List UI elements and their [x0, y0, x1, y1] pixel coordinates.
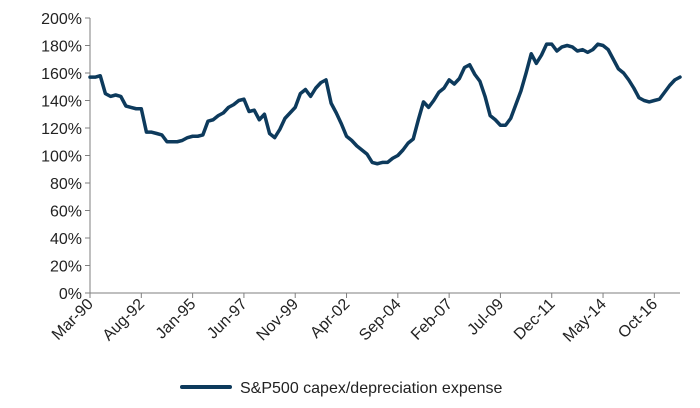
legend: S&P500 capex/depreciation expense — [180, 380, 503, 397]
x-tick-label: Jan-95 — [153, 296, 200, 343]
x-tick-label: Apr-02 — [307, 296, 353, 342]
y-axis: 0% 20% 40% 60% 80% 100% 120% 140% 160% 180% 200% — [41, 11, 91, 303]
x-tick-label: Sep-04 — [356, 296, 405, 345]
y-tick-label: 40% — [50, 231, 82, 248]
y-tick-label: 120% — [41, 121, 82, 138]
y-tick-label: 180% — [41, 39, 82, 56]
legend-label: S&P500 capex/depreciation expense — [240, 380, 503, 397]
y-tick-label: 60% — [50, 204, 82, 221]
x-axis: Mar-90 Aug-92 Jan-95 Jun-97 Nov-99 Apr-02 Sep-… — [49, 292, 680, 346]
x-tick-label: Oct-16 — [615, 296, 661, 342]
y-tick-label: 200% — [41, 11, 82, 28]
x-tick-label: Jul-09 — [464, 296, 507, 339]
y-tick-label: 140% — [41, 94, 82, 111]
plot-area — [88, 42, 682, 166]
y-tick-label: 160% — [41, 66, 82, 83]
x-tick-label: May-14 — [560, 296, 610, 346]
x-tick-label: Aug-92 — [100, 296, 149, 345]
y-tick-label: 20% — [50, 259, 82, 276]
x-tick-label: Jun-97 — [204, 296, 251, 343]
x-tick-label: Feb-07 — [408, 296, 456, 344]
y-tick-label: 100% — [41, 149, 82, 166]
x-tick-label: Nov-99 — [254, 296, 303, 345]
x-tick-label: Dec-11 — [511, 296, 559, 344]
y-tick-label: 0% — [59, 286, 82, 303]
series-line — [88, 42, 682, 166]
y-tick-label: 80% — [50, 176, 82, 193]
